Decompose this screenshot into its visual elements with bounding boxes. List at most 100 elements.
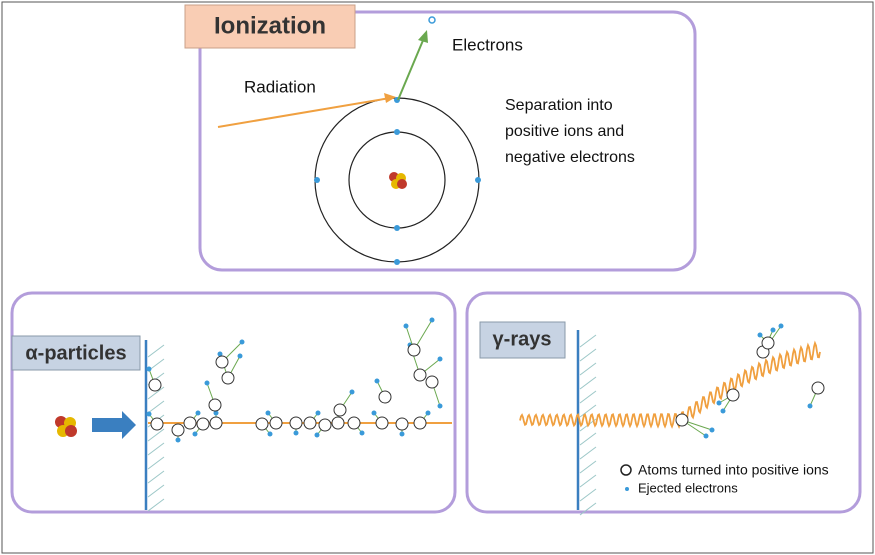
- electron: [146, 411, 152, 417]
- hatch-line: [147, 400, 165, 414]
- electron: [757, 332, 763, 338]
- hatch-line: [579, 460, 597, 474]
- electron: [716, 400, 722, 406]
- ion: [171, 423, 185, 437]
- description-line: positive ions and: [505, 123, 624, 140]
- gamma-title: γ-rays: [493, 328, 552, 350]
- ion: [407, 343, 421, 357]
- electron: [349, 389, 355, 395]
- hatch-line: [579, 376, 597, 390]
- electron: [437, 356, 443, 362]
- ion: [318, 418, 332, 432]
- electron: [293, 430, 299, 436]
- ion: [215, 355, 229, 369]
- hatch-line: [147, 470, 165, 484]
- hatch-line: [579, 432, 597, 446]
- electron: [315, 410, 321, 416]
- ion: [675, 413, 689, 427]
- electron: [374, 378, 380, 384]
- ion: [269, 416, 283, 430]
- hatch-line: [147, 484, 165, 498]
- ion: [395, 417, 409, 431]
- ion: [413, 416, 427, 430]
- ion: [209, 416, 223, 430]
- electron: [213, 410, 219, 416]
- ion: [333, 403, 347, 417]
- incoming-arrow: [92, 411, 136, 439]
- alpha-title: α-particles: [25, 342, 126, 364]
- hatch-line: [579, 390, 597, 404]
- gamma-wave: [519, 340, 821, 429]
- ion: [255, 417, 269, 431]
- electron: [399, 431, 405, 437]
- legend-ion-icon: [620, 464, 632, 476]
- hatch-line: [147, 428, 165, 442]
- ion: [208, 398, 222, 412]
- legend-electron-icon: [625, 487, 629, 491]
- arrow-head: [384, 93, 396, 103]
- gamma-ions: [675, 323, 825, 439]
- legend-ions: Atoms turned into positive ions: [638, 462, 829, 478]
- electron-arrow: [397, 37, 425, 101]
- ion: [811, 381, 825, 395]
- electron: [217, 351, 223, 357]
- electron: [146, 366, 152, 372]
- electron: [403, 323, 409, 329]
- ionization-title: Ionization: [214, 12, 326, 39]
- alpha-ions: [146, 317, 443, 443]
- ion: [347, 416, 361, 430]
- radiation-label: Radiation: [244, 77, 316, 96]
- electron: [429, 317, 435, 323]
- alpha-panel: [10, 291, 457, 514]
- wall-hatch: [147, 344, 165, 512]
- gamma-label-box: [479, 321, 566, 359]
- electron: [204, 380, 210, 386]
- ion: [221, 371, 235, 385]
- description-line: Separation into: [505, 97, 613, 114]
- electron: [239, 339, 245, 345]
- radiation-arrow: [217, 97, 391, 128]
- electron: [359, 430, 365, 436]
- arrow-head: [418, 30, 428, 43]
- ionization-label-box: [184, 4, 356, 49]
- electron: [192, 431, 198, 437]
- electron: [314, 432, 320, 438]
- electron: [267, 431, 273, 437]
- hatch-line: [147, 456, 165, 470]
- hatch-line: [147, 498, 165, 512]
- alpha-label-box: [11, 335, 141, 371]
- ion: [413, 368, 427, 382]
- hatch-line: [579, 488, 597, 502]
- electron: [770, 327, 776, 333]
- hatch-line: [579, 474, 597, 488]
- ion: [378, 390, 392, 404]
- ionization-panel: [198, 10, 697, 272]
- hatch-line: [147, 344, 165, 358]
- ion: [150, 417, 164, 431]
- hatch-line: [147, 386, 165, 400]
- hatch-line: [579, 348, 597, 362]
- ion: [289, 416, 303, 430]
- electrons-label: Electrons: [452, 35, 523, 54]
- electron: [371, 410, 377, 416]
- ion: [425, 375, 439, 389]
- legend-electrons: Ejected electrons: [638, 480, 738, 495]
- description-line: negative electrons: [505, 149, 635, 166]
- ion: [331, 416, 345, 430]
- electron: [720, 408, 726, 414]
- hatch-line: [579, 502, 597, 516]
- electron: [425, 410, 431, 416]
- ion: [148, 378, 162, 392]
- electron: [175, 437, 181, 443]
- electron: [709, 427, 715, 433]
- electron: [703, 433, 709, 439]
- ion: [726, 388, 740, 402]
- electron: [195, 410, 201, 416]
- electron: [807, 403, 813, 409]
- ion: [303, 416, 317, 430]
- ion: [761, 336, 775, 350]
- hatch-line: [147, 442, 165, 456]
- alpha-particle: [55, 416, 77, 437]
